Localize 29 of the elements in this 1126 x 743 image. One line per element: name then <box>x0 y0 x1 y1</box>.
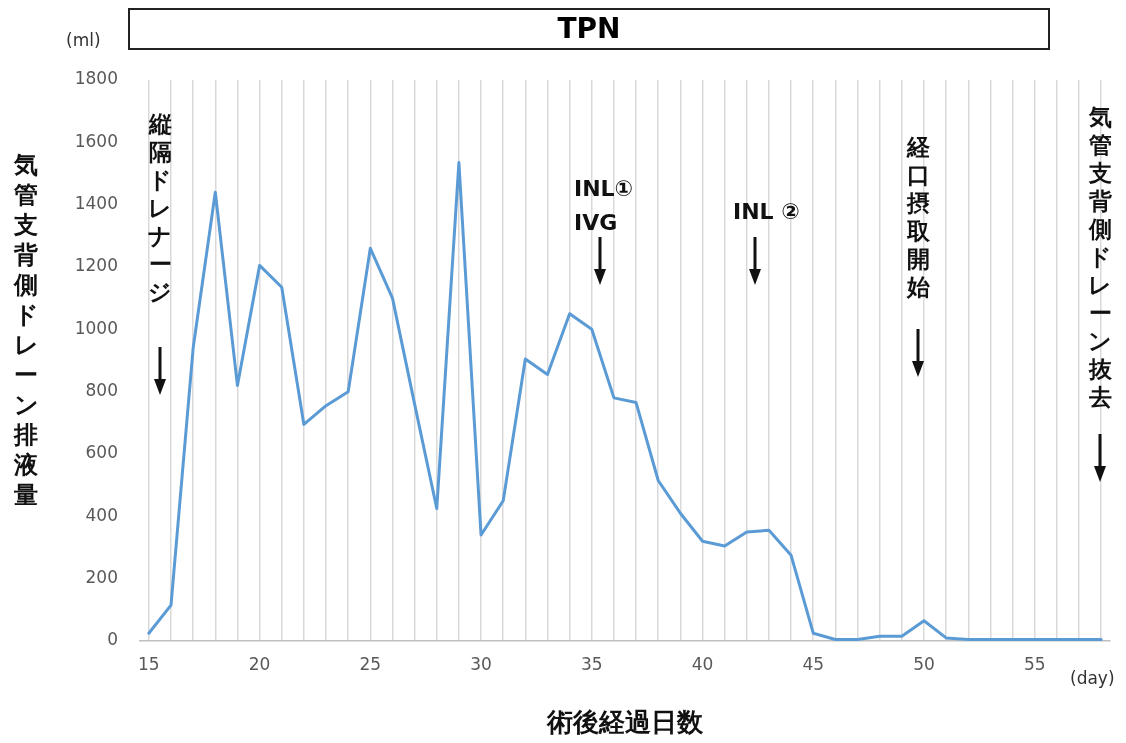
x-axis-title: 術後経過日数 <box>547 706 703 739</box>
annotation: INL① IVG <box>574 175 634 237</box>
text: (day) <box>1070 668 1115 688</box>
y-tick-label: 1400 <box>74 193 118 214</box>
y-tick-label: 1800 <box>74 68 118 89</box>
text: 気管支背側ドレーン排液量 <box>13 151 39 509</box>
x-tick-label: 55 <box>1023 653 1046 674</box>
annotation: 縦隔ドレナージ <box>147 110 173 306</box>
x-tick-label: 30 <box>470 653 492 674</box>
y-tick-label: 1600 <box>74 130 118 151</box>
y-tick-label: 400 <box>85 504 118 525</box>
chart-title: TPN <box>128 8 1050 50</box>
x-tick-label: 25 <box>359 653 382 674</box>
y-tick-label: 800 <box>85 380 118 401</box>
y-tick-label: 1000 <box>74 317 118 338</box>
x-tick-label: 35 <box>580 653 603 674</box>
y-tick-label: 1200 <box>74 255 118 276</box>
x-tick-label: 45 <box>802 653 825 674</box>
annotation: 経口摂取開始 <box>905 133 931 301</box>
text: (ml) <box>66 30 101 50</box>
x-tick-label: 40 <box>691 653 714 674</box>
x-tick-label: 50 <box>913 653 935 674</box>
y-tick-label: 0 <box>107 629 118 650</box>
x-tick-label: 15 <box>138 653 160 674</box>
x-tick-label: 20 <box>248 653 271 674</box>
text: 気管支背側ドレーン抜去 <box>1088 104 1112 410</box>
y-tick-label: 600 <box>85 442 118 463</box>
y-tick-label: 200 <box>85 567 118 588</box>
annotation: INL ② <box>733 198 800 226</box>
